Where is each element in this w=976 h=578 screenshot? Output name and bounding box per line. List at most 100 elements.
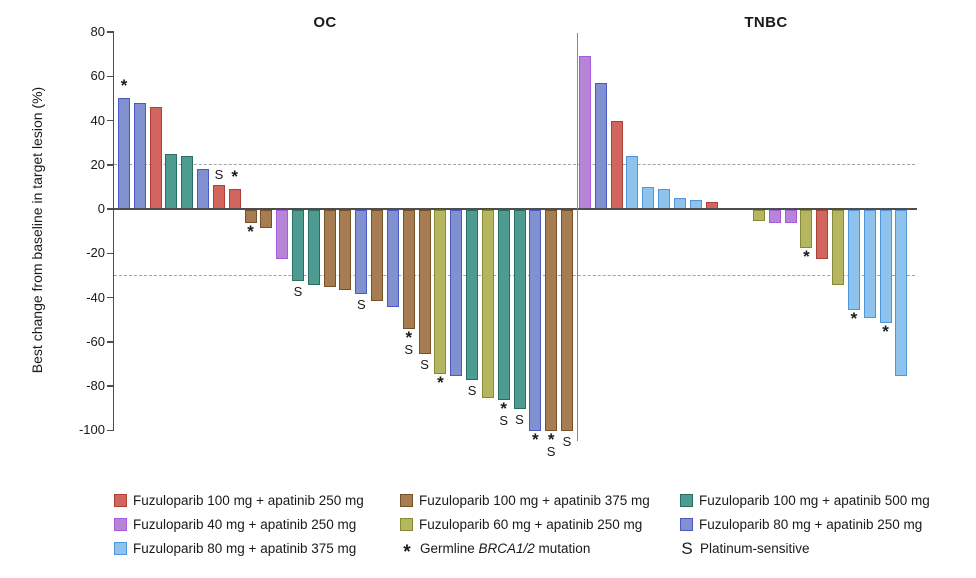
brca-mutation-marker: *	[231, 167, 239, 187]
bar	[307, 210, 320, 286]
bar	[832, 210, 845, 286]
bar	[800, 210, 813, 248]
brca-mutation-marker: *	[803, 246, 810, 266]
bar	[879, 210, 892, 323]
platinum-sensitive-marker: S	[420, 356, 429, 372]
brca-mutation-marker: *	[120, 76, 128, 96]
y-axis-tick	[107, 75, 114, 77]
bar	[466, 210, 479, 381]
platinum-sensitive-marker: S	[356, 297, 366, 313]
y-axis-tick	[107, 341, 114, 343]
y-axis-tick-label: 20	[90, 156, 105, 172]
reference-line	[114, 164, 915, 166]
legend-label: Fuzuloparib 100 mg + apatinib 375 mg	[419, 493, 650, 508]
y-axis-tick	[107, 385, 114, 387]
y-axis-tick	[107, 164, 114, 166]
bar	[386, 210, 399, 308]
bar	[816, 210, 829, 259]
legend-label: Fuzuloparib 100 mg + apatinib 250 mg	[133, 493, 364, 508]
y-axis-tick	[107, 296, 114, 299]
bar	[895, 210, 908, 376]
y-axis-tick	[107, 31, 114, 33]
legend-item: * Germline BRCA1/2 mutation	[400, 541, 591, 562]
brca-mutation-marker: *	[850, 308, 858, 328]
y-axis-tick-label: 60	[90, 68, 105, 84]
bar	[768, 210, 781, 224]
group-title-tnbc: TNBC	[744, 14, 788, 31]
legend-item: Fuzuloparib 60 mg + apatinib 250 mg	[400, 517, 642, 532]
legend-label: Fuzuloparib 100 mg + apatinib 500 mg	[699, 493, 930, 508]
bar	[276, 210, 289, 259]
bar	[418, 210, 431, 354]
legend-label: Fuzuloparib 80 mg + apatinib 375 mg	[133, 541, 357, 556]
bar	[323, 210, 336, 288]
platinum-sensitive-marker: S	[562, 434, 572, 450]
legend-item: Fuzuloparib 80 mg + apatinib 250 mg	[680, 517, 922, 532]
brca-mutation-marker: *	[247, 222, 254, 242]
legend-label: Fuzuloparib 40 mg + apatinib 250 mg	[133, 517, 357, 532]
x-axis-line	[114, 208, 917, 210]
bar	[513, 210, 526, 410]
y-axis-tick-label: -20	[86, 245, 105, 261]
platinum-sensitive-marker: S	[499, 413, 509, 429]
brca-mutation-marker: *	[437, 372, 444, 392]
bar	[560, 210, 573, 432]
legend-item: Fuzuloparib 80 mg + apatinib 375 mg	[114, 541, 356, 556]
legend-item: Fuzuloparib 40 mg + apatinib 250 mg	[114, 517, 356, 532]
panel-separator-line	[577, 33, 578, 441]
bar	[753, 210, 766, 222]
legend-item: Fuzuloparib 100 mg + apatinib 500 mg	[680, 493, 930, 508]
brca-mutation-marker: *	[882, 321, 889, 341]
y-axis-tick-label: -100	[78, 422, 105, 438]
s-symbol: S	[681, 539, 693, 558]
legend-swatch-slateblue	[680, 518, 693, 531]
legend-swatch-lightblue	[114, 542, 127, 555]
bar	[450, 210, 463, 376]
bar	[863, 210, 876, 319]
brca-mutation-marker: *	[405, 328, 413, 348]
bar	[497, 210, 510, 401]
bar	[402, 210, 415, 330]
legend-swatch-red	[114, 494, 127, 507]
bar	[434, 210, 447, 374]
legend-item: Fuzuloparib 100 mg + apatinib 375 mg	[400, 493, 650, 508]
platinum-sensitive-marker: S	[515, 412, 524, 428]
bar	[244, 210, 257, 224]
bar	[481, 210, 494, 399]
y-axis-tick-label: 80	[90, 24, 105, 39]
bar	[292, 210, 305, 281]
platinum-sensitive-marker: S	[467, 383, 477, 399]
legend-swatch-olive	[400, 518, 413, 531]
y-axis-tick-label: -40	[86, 289, 105, 305]
platinum-sensitive-marker: S	[293, 283, 303, 299]
bar	[371, 210, 384, 301]
legend-label: Platinum-sensitive	[700, 541, 810, 556]
legend-item: Fuzuloparib 100 mg + apatinib 250 mg	[114, 493, 364, 508]
y-axis-tick	[107, 208, 114, 210]
y-axis-tick-label: 0	[97, 201, 105, 216]
legend-swatch-orchid	[114, 518, 127, 531]
legend-label: Fuzuloparib 80 mg + apatinib 250 mg	[699, 517, 923, 532]
y-axis-tick-label: -60	[86, 333, 105, 349]
y-axis-tick	[107, 252, 114, 254]
legend-swatch-teal	[680, 494, 693, 507]
brca-mutation-marker: *	[547, 430, 555, 450]
bar	[355, 210, 368, 295]
brca-mutation-marker: *	[500, 399, 507, 419]
y-axis-line	[112, 31, 114, 431]
asterisk-symbol: *	[403, 541, 411, 563]
y-axis-tick-label: -80	[86, 378, 105, 393]
legend-swatch-brown	[400, 494, 413, 507]
y-axis-tick	[107, 119, 114, 122]
brca-mutation-marker: *	[532, 430, 539, 450]
bar	[784, 210, 797, 224]
legend-label: Germline BRCA1/2 mutation	[420, 541, 591, 556]
bar	[260, 210, 273, 228]
group-title-oc: OC	[313, 14, 337, 31]
bar	[339, 210, 352, 290]
platinum-sensitive-marker: S	[546, 444, 556, 460]
legend-item: S Platinum-sensitive	[680, 539, 810, 558]
